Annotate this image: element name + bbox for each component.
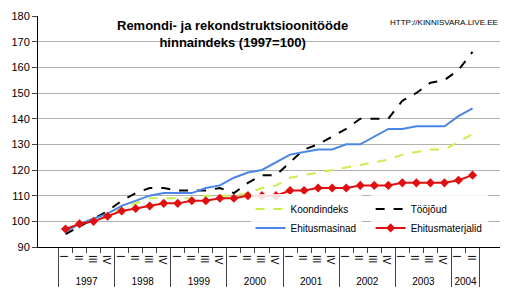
svg-text:Remondi- ja rekondstruktsiooni: Remondi- ja rekondstruktsioonitöödehinna… [117,18,348,50]
svg-text:III: III [255,255,266,263]
svg-text:120: 120 [11,164,29,176]
svg-text:170: 170 [11,36,29,48]
svg-text:III: III [143,255,154,263]
svg-text:III: III [87,255,98,263]
svg-text:II: II [73,255,84,261]
svg-text:IV: IV [437,255,448,265]
svg-text:Ehitusmaterjalid: Ehitusmaterjalid [411,223,482,234]
svg-text:IV: IV [213,255,224,265]
svg-text:Koondindeks: Koondindeks [291,204,349,215]
svg-text:IV: IV [325,255,336,265]
svg-text:IV: IV [157,255,168,265]
svg-text:1997: 1997 [75,276,98,287]
svg-text:I: I [227,255,238,258]
svg-text:I: I [451,255,462,258]
svg-text:II: II [466,255,477,261]
svg-text:Tööjõud: Tööjõud [411,204,447,215]
svg-text:Ehitusmasinad: Ehitusmasinad [291,223,357,234]
svg-text:2001: 2001 [300,276,323,287]
svg-text:1998: 1998 [132,276,155,287]
svg-text:2000: 2000 [244,276,267,287]
svg-text:I: I [58,255,69,258]
svg-text:180: 180 [11,10,29,22]
svg-text:I: I [171,255,182,258]
svg-text:1999: 1999 [188,276,211,287]
svg-text:I: I [395,255,406,258]
svg-text:2003: 2003 [412,276,435,287]
svg-text:140: 140 [11,113,29,125]
svg-text:III: III [199,255,210,263]
svg-text:IV: IV [381,255,392,265]
svg-text:II: II [129,255,140,261]
svg-text:III: III [311,255,322,263]
svg-text:II: II [241,255,252,261]
svg-text:100: 100 [11,215,29,227]
svg-text:IV: IV [269,255,280,265]
svg-text:2002: 2002 [356,276,379,287]
svg-text:HTTP://KINNISVARA.LIVE.EE: HTTP://KINNISVARA.LIVE.EE [390,18,498,27]
svg-text:II: II [297,255,308,261]
svg-text:II: II [409,255,420,261]
svg-text:IV: IV [101,255,112,265]
svg-text:150: 150 [11,87,29,99]
svg-text:110: 110 [12,190,30,202]
svg-text:II: II [185,255,196,261]
svg-text:III: III [423,255,434,263]
svg-text:I: I [283,255,294,258]
svg-text:I: I [339,255,350,258]
svg-text:I: I [115,255,126,258]
svg-text:II: II [353,255,364,261]
svg-text:130: 130 [11,138,29,150]
svg-text:90: 90 [18,241,30,253]
svg-text:2004: 2004 [454,276,477,287]
svg-text:III: III [367,255,378,263]
svg-text:160: 160 [11,61,29,73]
